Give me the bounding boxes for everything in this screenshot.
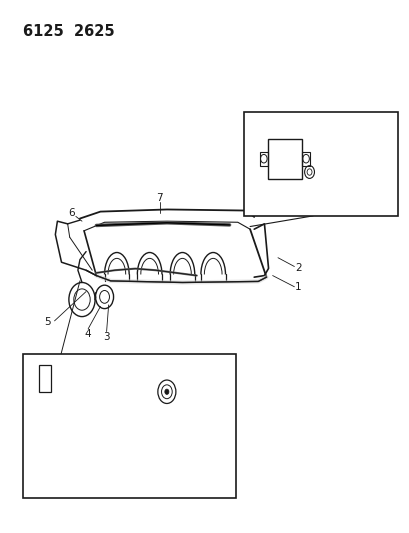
Text: 6: 6 (68, 208, 75, 218)
Circle shape (164, 389, 169, 394)
Text: 4: 4 (85, 329, 91, 339)
Text: 10: 10 (372, 120, 385, 130)
Bar (39, 365, 51, 392)
Text: 3: 3 (103, 332, 110, 342)
Text: 6125  2625: 6125 2625 (22, 24, 114, 39)
Bar (243, 112, 397, 216)
Bar (267, 139, 302, 179)
Bar (22, 354, 235, 498)
Text: 8: 8 (87, 414, 93, 423)
Bar (260, 152, 267, 166)
Text: 5: 5 (44, 318, 50, 327)
Text: 11: 11 (376, 174, 389, 184)
Text: 9: 9 (181, 379, 187, 389)
Text: 7: 7 (156, 193, 163, 203)
Text: 1: 1 (294, 282, 301, 292)
Text: 2: 2 (294, 263, 301, 272)
Bar (302, 152, 309, 166)
